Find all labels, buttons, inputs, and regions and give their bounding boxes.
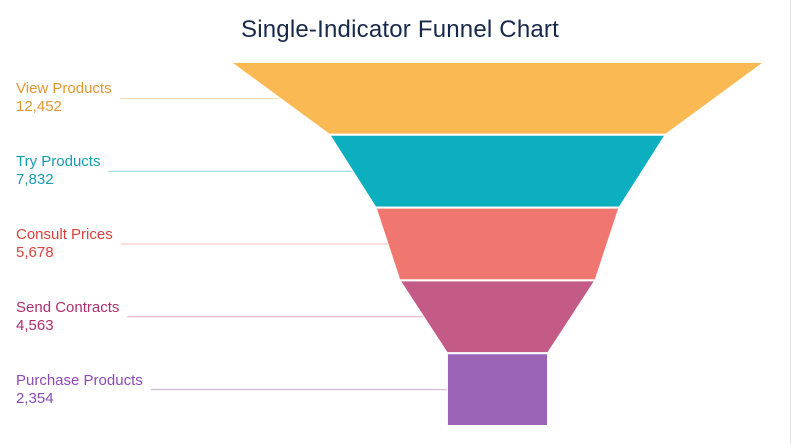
funnel-label-value: 7,832 bbox=[16, 171, 54, 189]
funnel-segment-try-products[interactable] bbox=[327, 133, 668, 209]
funnel-segment-view-products[interactable] bbox=[226, 61, 769, 136]
funnel-label-purchase-products: Purchase Products 2,354 bbox=[16, 372, 143, 408]
funnel-label-name: Purchase Products bbox=[16, 371, 143, 389]
chart-title: Single-Indicator Funnel Chart bbox=[241, 16, 559, 43]
funnel-segment-purchase-products[interactable] bbox=[445, 352, 550, 427]
funnel-segment-consult-prices[interactable] bbox=[374, 206, 621, 282]
funnel-label-name: Send Contracts bbox=[16, 298, 120, 316]
funnel-segment-send-contracts[interactable] bbox=[397, 279, 598, 355]
funnel-label-view-products: View Products 12,452 bbox=[16, 80, 112, 116]
funnel-label-name: View Products bbox=[16, 80, 112, 98]
funnel-label-value: 2,354 bbox=[16, 389, 54, 407]
funnel-label-name: Try Products bbox=[16, 153, 101, 171]
funnel-label-value: 12,452 bbox=[16, 98, 62, 116]
funnel-label-consult-prices: Consult Prices 5,678 bbox=[16, 226, 113, 262]
funnel-label-try-products: Try Products 7,832 bbox=[16, 153, 100, 189]
funnel-label-value: 5,678 bbox=[16, 244, 54, 261]
funnel-label-name: Consult Prices bbox=[16, 226, 113, 243]
funnel-label-value: 4,563 bbox=[16, 316, 54, 334]
funnel-label-send-contracts: Send Contracts 4,563 bbox=[16, 299, 119, 335]
